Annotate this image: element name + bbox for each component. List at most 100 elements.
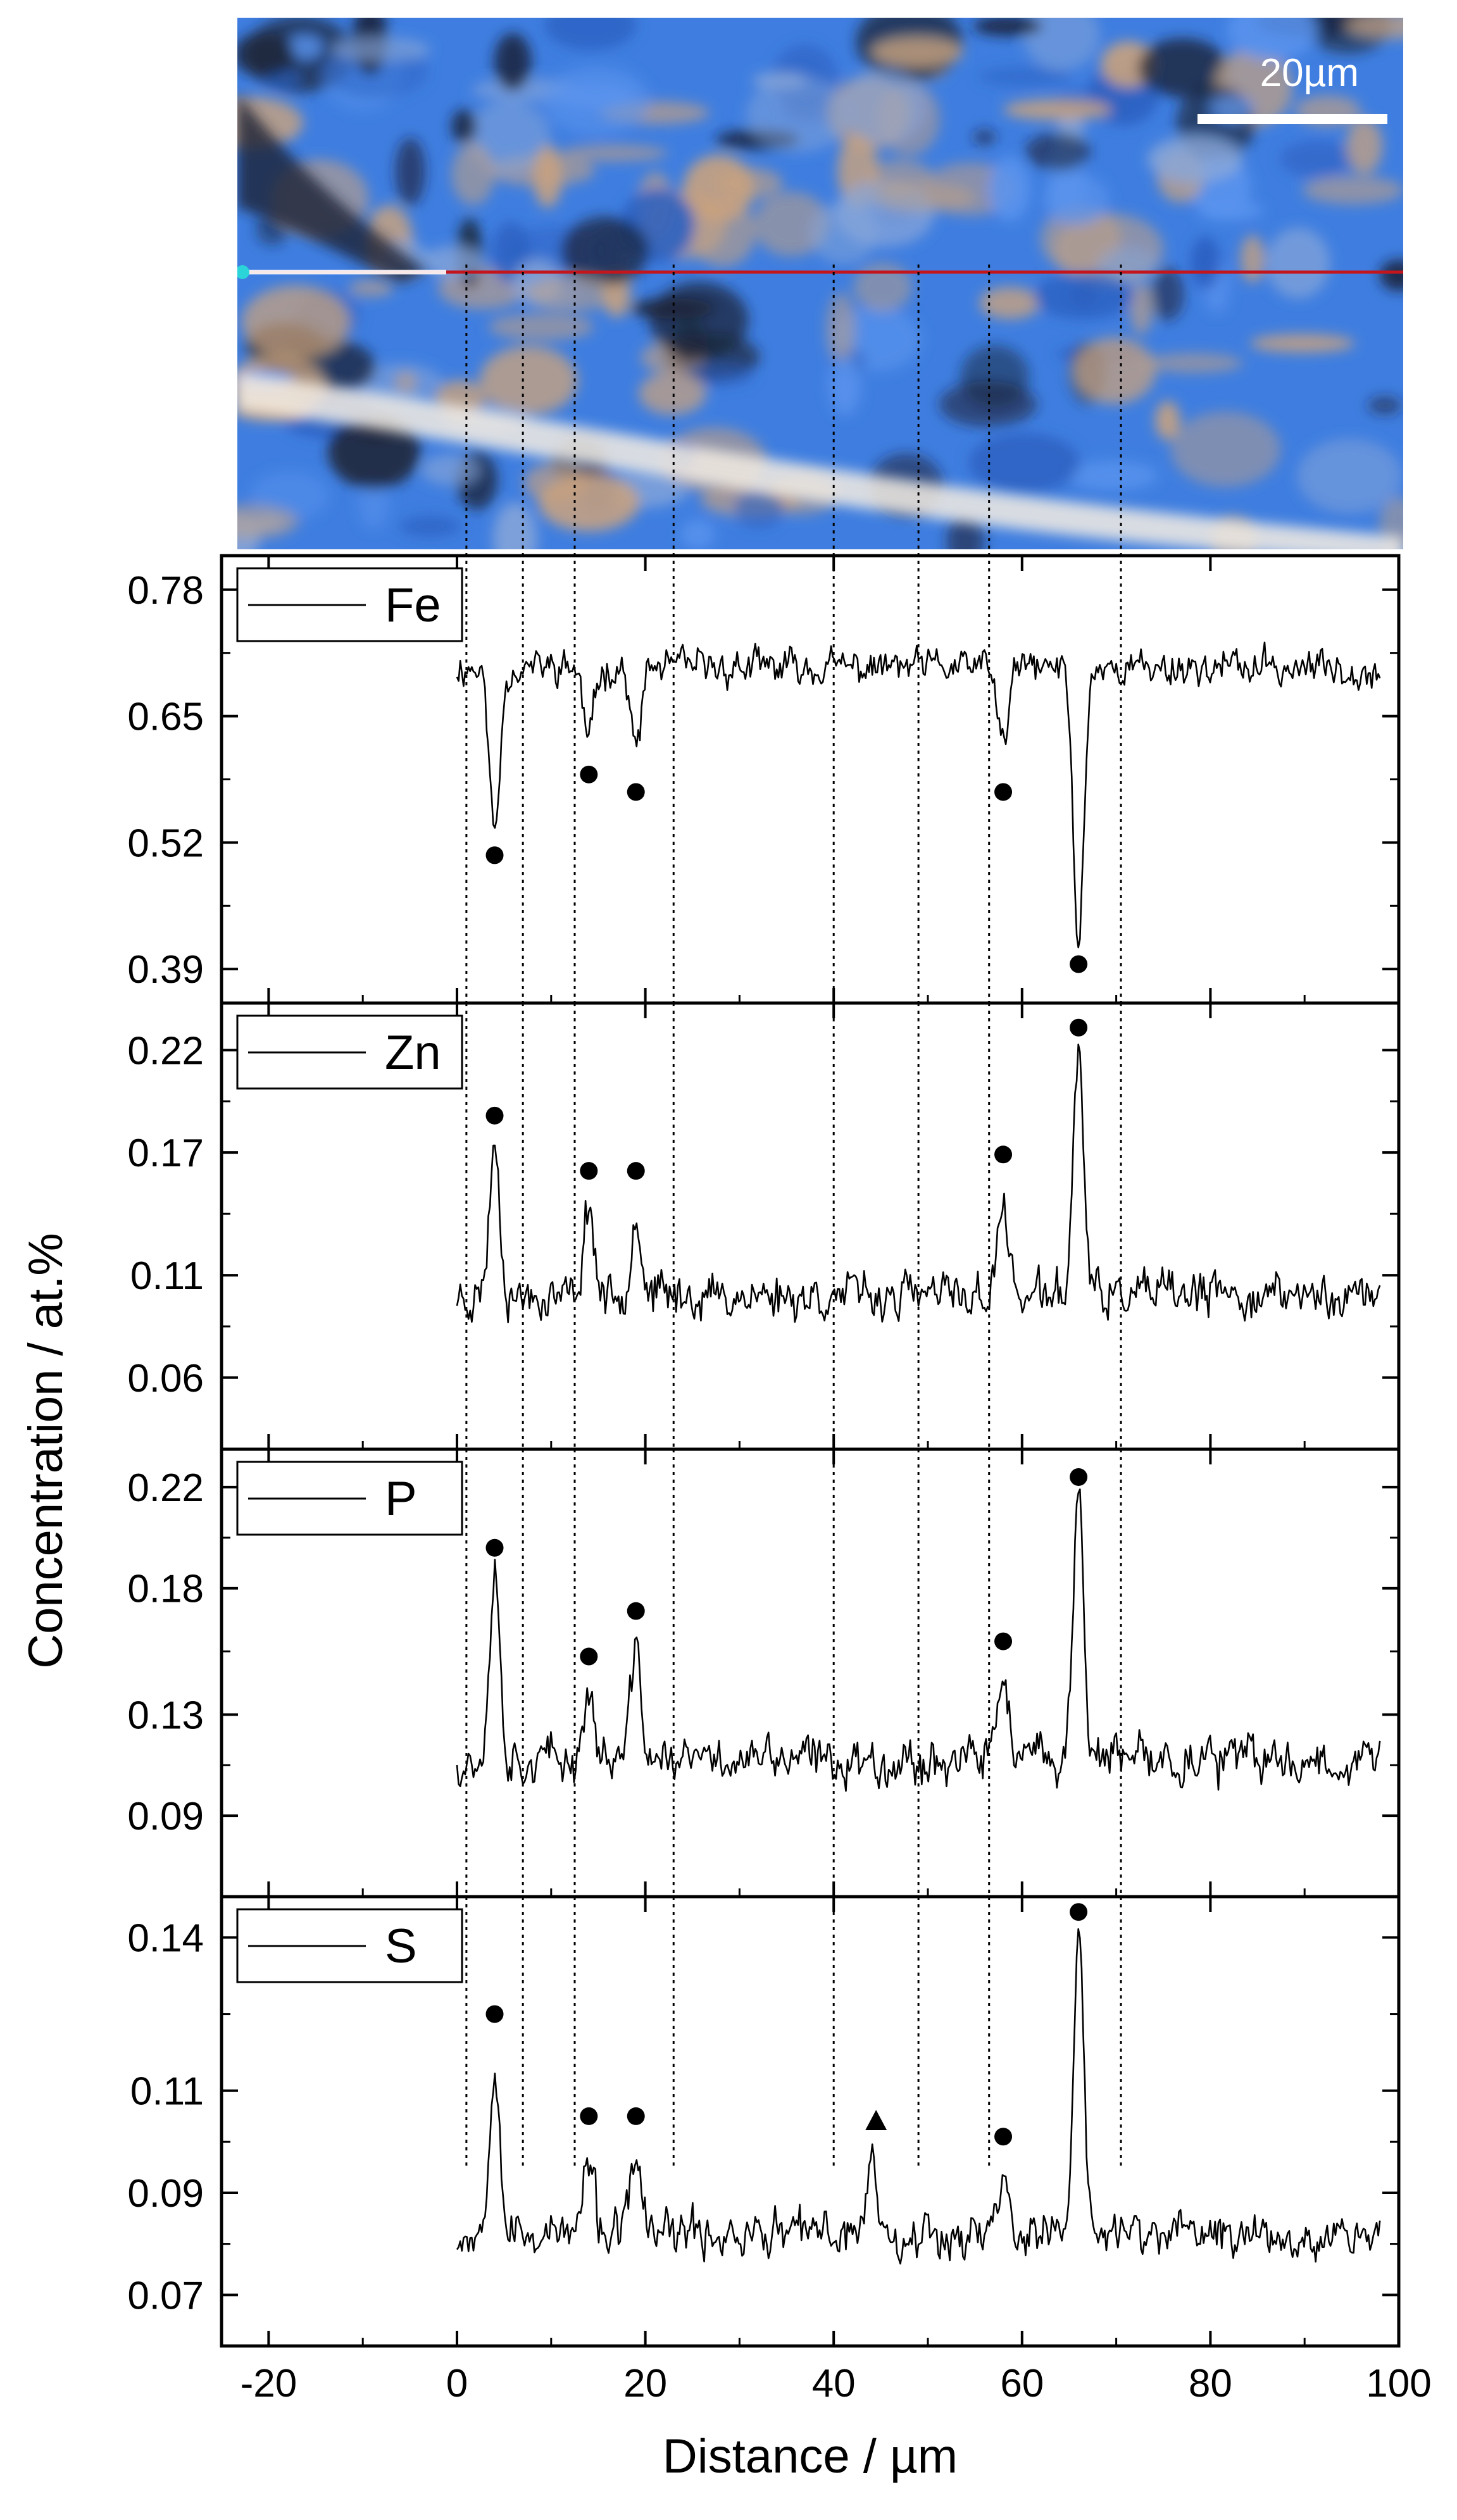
micrograph-grain [561, 216, 649, 286]
micrograph-grain [488, 313, 594, 341]
micrograph-grain [1003, 99, 1112, 121]
peak-marker [485, 1106, 504, 1125]
legend-fe: Fe [236, 567, 463, 642]
micrograph-grain [395, 137, 426, 206]
legend-p: P [236, 1461, 463, 1536]
micrograph-grain [1266, 227, 1330, 299]
micrograph-grain [1170, 411, 1281, 487]
micrograph-grain [544, 18, 637, 51]
peak-marker [1070, 1468, 1088, 1486]
x-tick-label: 80 [1189, 2362, 1232, 2405]
micrograph-grain [1025, 132, 1091, 171]
micrograph-grain [451, 109, 477, 144]
micrograph-grain [977, 66, 1072, 87]
micrograph-grain [1155, 401, 1180, 440]
micrograph-grain [979, 287, 1041, 320]
micrograph-grain [672, 318, 708, 363]
micrograph-grain [1303, 176, 1403, 204]
micrograph-grain [1137, 38, 1227, 97]
y-tick-label: 0.07 [127, 2274, 204, 2317]
series-line-s [456, 1928, 1381, 2265]
micrograph-grain [394, 371, 418, 394]
series-line-fe [456, 641, 1381, 949]
micrograph-grain [1033, 272, 1134, 320]
y-tick-label: 0.11 [130, 2070, 204, 2114]
legend-label: Zn [385, 1026, 441, 1080]
micrograph-grain [494, 33, 532, 91]
micrograph-grain [358, 476, 389, 529]
micrograph-grain [556, 83, 635, 110]
micrograph-grain [968, 432, 1080, 493]
micrograph-grain [560, 144, 668, 162]
chart-panel-p: 0.22 0.18 0.13 0.09 P [127, 1447, 1401, 1899]
micrograph-grain [989, 156, 1031, 222]
peak-marker [1070, 955, 1088, 973]
micrograph-grain [1249, 334, 1355, 352]
y-tick-label: 0.17 [127, 1132, 204, 1175]
peak-marker [994, 2128, 1013, 2146]
x-tick-label: -20 [241, 2362, 297, 2405]
micrograph-grain [532, 144, 563, 208]
peak-marker [580, 765, 598, 783]
peak-marker-triangle [865, 2110, 887, 2130]
chart-panel-s: 0.14 0.11 0.09 0.07 S [127, 1895, 1401, 2348]
micrograph-grain [973, 18, 1043, 36]
micrograph-grain [853, 262, 913, 312]
micrograph-grain [1147, 136, 1243, 183]
micrograph-grain [493, 502, 537, 549]
micrograph-texture [237, 18, 1403, 549]
micrograph-grain [842, 68, 926, 144]
micrograph-grain [960, 345, 1030, 408]
micrograph-grain [973, 129, 996, 146]
micrograph-grain [872, 182, 976, 213]
micrograph-grain [1023, 18, 1100, 70]
y-tick-label: 0.09 [127, 1795, 204, 1838]
peak-marker [627, 783, 645, 801]
line-scan-start-marker [237, 265, 249, 279]
micrograph-grain [1379, 259, 1403, 291]
micrograph-grain [630, 297, 715, 319]
x-tick-label: 20 [623, 2362, 667, 2405]
x-tick-label: 60 [1000, 2362, 1044, 2405]
series-line-p [456, 1488, 1381, 1792]
micrograph-grain [1346, 18, 1403, 39]
micrograph-grain [523, 463, 588, 502]
micrograph-grain [349, 279, 394, 297]
x-tick-label: 40 [812, 2362, 856, 2405]
micrograph-grain [479, 346, 578, 416]
y-tick-label: 0.78 [127, 569, 204, 613]
peak-marker [1070, 1903, 1088, 1921]
chart-panel-zn: 0.22 0.17 0.11 0.06 Zn [127, 1001, 1401, 1451]
peak-marker [627, 2107, 645, 2125]
peak-marker [994, 783, 1013, 801]
legend-label: S [385, 1919, 417, 1973]
micrograph-band [237, 372, 1403, 549]
micrograph-grain [1279, 140, 1355, 178]
micrograph-grain [1227, 18, 1318, 61]
micrograph-grain [1066, 461, 1158, 491]
peak-marker [580, 2107, 598, 2125]
micrograph-grain [287, 36, 322, 58]
peak-marker [485, 846, 504, 864]
micrograph-grain [746, 76, 851, 153]
micrograph-grain [327, 414, 421, 489]
micrograph-grain [237, 32, 296, 77]
y-tick-label: 0.09 [127, 2172, 204, 2216]
scale-bar [1197, 114, 1387, 124]
micrograph-grain [526, 275, 620, 311]
peak-marker [627, 1162, 645, 1180]
micrograph-image: 20µm [237, 18, 1403, 549]
micrograph-grain [331, 37, 431, 62]
legend-zn: Zn [236, 1014, 463, 1090]
legend-s: S [236, 1908, 463, 1983]
peak-marker [627, 1602, 645, 1620]
micrograph-grain [241, 285, 351, 359]
legend-label: P [385, 1472, 417, 1526]
micrograph-grain [1190, 236, 1221, 289]
micrograph-grain [716, 167, 783, 199]
micrograph-grain [399, 515, 461, 538]
micrograph-grain [639, 371, 706, 415]
micrograph-grain [1043, 174, 1110, 226]
micrograph-grain [680, 519, 715, 549]
